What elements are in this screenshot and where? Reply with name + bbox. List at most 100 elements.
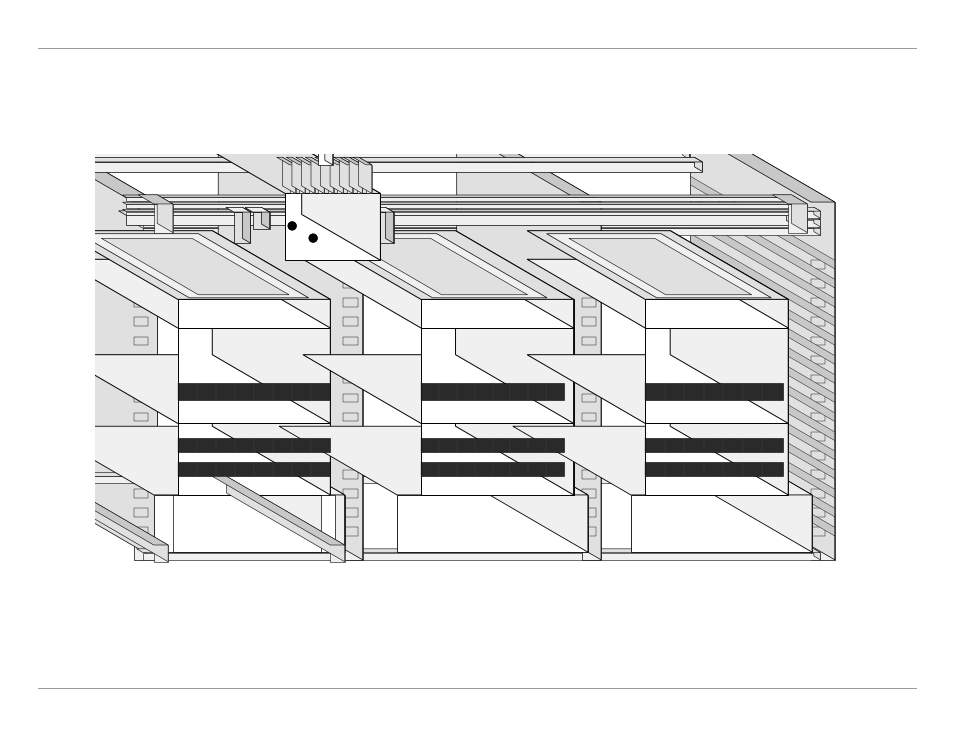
Polygon shape	[568, 238, 751, 294]
Polygon shape	[682, 472, 688, 483]
Polygon shape	[79, 234, 308, 298]
Polygon shape	[245, 207, 270, 212]
Polygon shape	[309, 165, 314, 193]
Polygon shape	[546, 234, 770, 298]
Polygon shape	[282, 157, 295, 193]
Polygon shape	[526, 259, 787, 328]
Polygon shape	[153, 204, 172, 232]
Polygon shape	[330, 545, 344, 562]
Polygon shape	[644, 424, 787, 495]
Polygon shape	[138, 195, 172, 204]
Polygon shape	[35, 476, 168, 545]
Polygon shape	[0, 118, 157, 202]
Polygon shape	[813, 224, 820, 235]
Polygon shape	[133, 279, 148, 288]
Polygon shape	[813, 207, 820, 218]
Polygon shape	[581, 470, 596, 479]
Polygon shape	[133, 261, 148, 269]
Polygon shape	[242, 207, 250, 243]
Polygon shape	[6, 472, 688, 476]
Polygon shape	[690, 291, 834, 383]
Polygon shape	[13, 118, 157, 560]
Polygon shape	[526, 231, 787, 300]
Polygon shape	[286, 157, 305, 165]
Polygon shape	[126, 197, 793, 201]
Polygon shape	[810, 356, 824, 365]
Polygon shape	[396, 495, 587, 552]
Polygon shape	[456, 231, 573, 328]
Polygon shape	[303, 231, 573, 300]
Polygon shape	[133, 470, 148, 479]
Polygon shape	[136, 216, 820, 220]
Polygon shape	[157, 195, 172, 232]
Polygon shape	[385, 207, 393, 243]
Polygon shape	[59, 355, 330, 424]
Polygon shape	[690, 233, 834, 326]
Polygon shape	[343, 317, 357, 326]
Polygon shape	[420, 383, 563, 399]
Polygon shape	[693, 427, 811, 552]
Polygon shape	[143, 228, 820, 235]
Polygon shape	[59, 231, 330, 300]
Polygon shape	[785, 211, 793, 225]
Polygon shape	[6, 139, 688, 143]
Polygon shape	[343, 432, 357, 441]
Polygon shape	[136, 224, 820, 228]
Polygon shape	[810, 298, 824, 307]
Polygon shape	[118, 211, 793, 215]
Polygon shape	[420, 300, 573, 328]
Polygon shape	[581, 528, 596, 536]
Circle shape	[288, 222, 295, 230]
Polygon shape	[206, 148, 380, 193]
Polygon shape	[153, 495, 344, 552]
Polygon shape	[343, 489, 357, 498]
Polygon shape	[12, 143, 688, 151]
Polygon shape	[644, 328, 787, 424]
Polygon shape	[292, 157, 305, 193]
Polygon shape	[314, 157, 334, 165]
Polygon shape	[133, 413, 148, 421]
Polygon shape	[343, 279, 357, 288]
Polygon shape	[27, 157, 701, 162]
Polygon shape	[122, 195, 793, 197]
Polygon shape	[133, 317, 148, 326]
Polygon shape	[177, 424, 330, 495]
Polygon shape	[133, 298, 148, 307]
Polygon shape	[581, 508, 596, 517]
Polygon shape	[253, 212, 270, 229]
Polygon shape	[682, 148, 688, 159]
Polygon shape	[218, 118, 362, 560]
Polygon shape	[690, 310, 834, 402]
Polygon shape	[301, 148, 380, 261]
Polygon shape	[122, 202, 793, 204]
Polygon shape	[177, 438, 330, 452]
Polygon shape	[324, 157, 343, 165]
Polygon shape	[212, 476, 344, 545]
Circle shape	[288, 222, 295, 230]
Polygon shape	[322, 234, 546, 298]
Polygon shape	[133, 432, 148, 441]
Polygon shape	[343, 470, 357, 479]
Polygon shape	[690, 196, 834, 288]
Polygon shape	[369, 207, 393, 212]
Polygon shape	[581, 298, 596, 307]
Polygon shape	[133, 337, 148, 345]
Polygon shape	[690, 118, 834, 560]
Polygon shape	[456, 259, 573, 424]
Polygon shape	[371, 207, 378, 229]
Polygon shape	[153, 545, 168, 562]
Polygon shape	[133, 202, 157, 560]
Polygon shape	[126, 212, 793, 215]
Polygon shape	[143, 553, 820, 560]
Polygon shape	[366, 165, 372, 193]
Polygon shape	[290, 165, 295, 193]
Polygon shape	[343, 508, 357, 517]
Polygon shape	[813, 549, 820, 560]
Polygon shape	[356, 165, 362, 193]
Polygon shape	[226, 427, 344, 552]
Polygon shape	[133, 489, 148, 498]
Polygon shape	[347, 165, 353, 193]
Polygon shape	[456, 355, 573, 495]
Polygon shape	[690, 176, 834, 269]
Polygon shape	[810, 528, 824, 536]
